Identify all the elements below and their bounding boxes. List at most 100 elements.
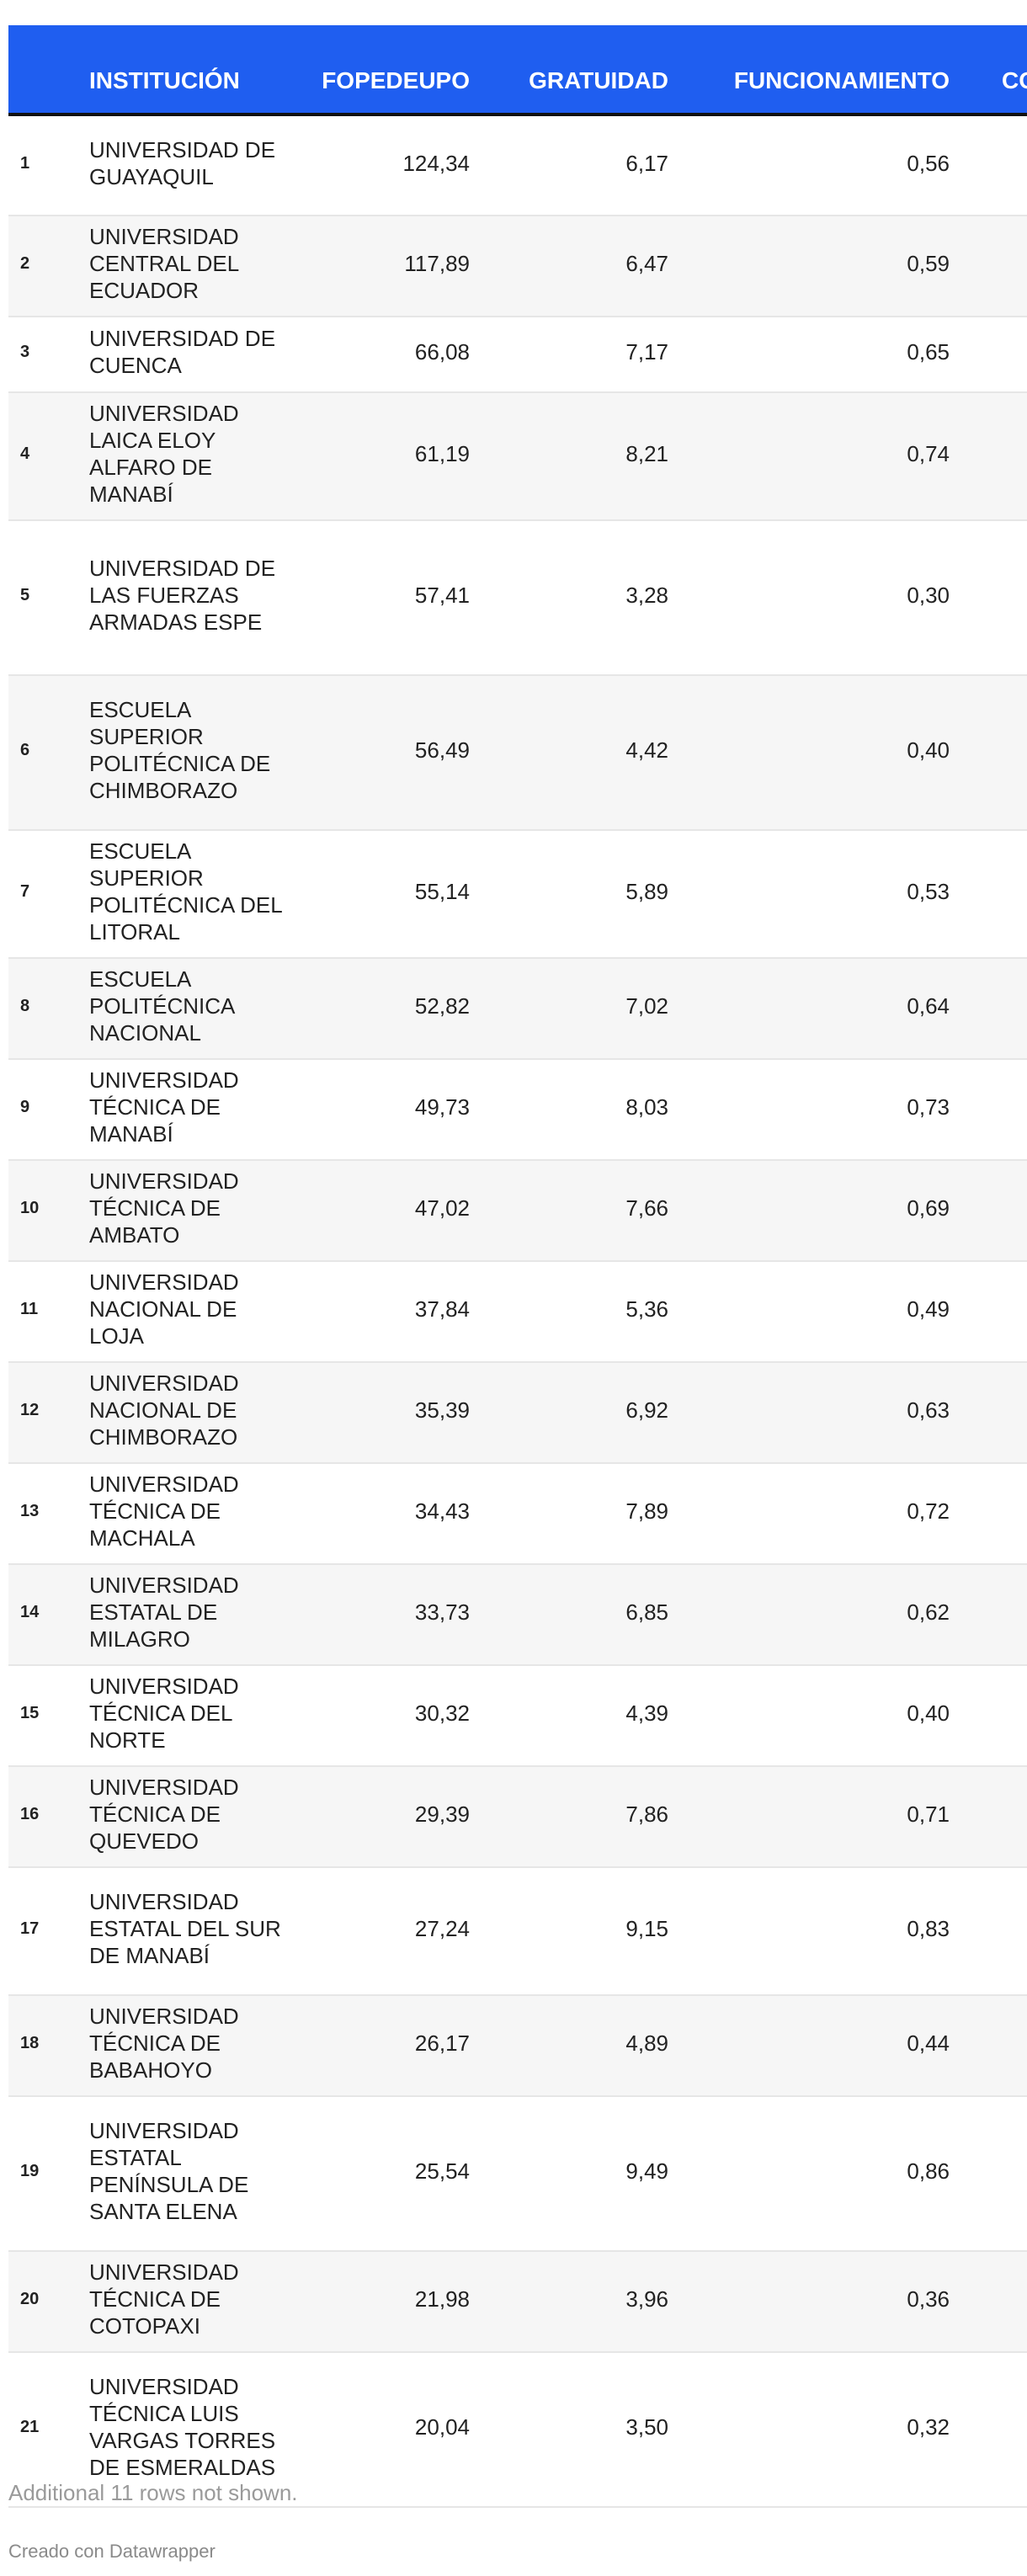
row-rank: 9 — [20, 1098, 30, 1116]
header-gratuidad[interactable]: GRATUIDAD — [470, 25, 668, 116]
row-funcionamiento: 0,63 — [907, 1397, 950, 1423]
row-funcionamiento: 0,49 — [907, 1296, 950, 1322]
row-co — [950, 392, 1027, 520]
row-rank: 17 — [20, 1919, 40, 1938]
row-institucion: ESCUELA SUPERIOR POLITÉCNICA DE CHIMBORA… — [89, 697, 271, 803]
row-institucion: UNIVERSIDAD NACIONAL DE LOJA — [89, 1269, 239, 1349]
row-institucion: UNIVERSIDAD TÉCNICA DEL NORTE — [89, 1674, 239, 1753]
row-fopedeupo: 56,49 — [414, 737, 470, 763]
row-institucion: UNIVERSIDAD NACIONAL DE CHIMBORAZO — [89, 1370, 239, 1450]
row-fopedeupo: 55,14 — [414, 879, 470, 904]
row-fopedeupo: 30,32 — [414, 1700, 470, 1726]
row-rank: 3 — [20, 343, 30, 361]
row-rank: 10 — [20, 1199, 40, 1217]
table-row: 10 UNIVERSIDAD TÉCNICA DE AMBATO 47,02 7,66… — [8, 1160, 1027, 1261]
row-gratuidad: 8,03 — [625, 1094, 668, 1120]
table-row: 6 ESCUELA SUPERIOR POLITÉCNICA DE CHIMBOR… — [8, 675, 1027, 830]
row-rank: 5 — [20, 586, 30, 604]
header-fopedeupo[interactable]: FOPEDEUPO — [305, 25, 470, 116]
table-row: 19 UNIVERSIDAD ESTATAL PENÍNSULA DE SANTA… — [8, 2096, 1027, 2251]
row-gratuidad: 9,15 — [625, 1916, 668, 1941]
row-gratuidad: 6,17 — [625, 150, 668, 176]
row-rank: 7 — [20, 882, 30, 901]
table-row: 1 UNIVERSIDAD DE GUAYAQUIL 124,34 6,17 0,56 — [8, 114, 1027, 216]
row-co — [950, 2251, 1027, 2352]
row-gratuidad: 7,89 — [625, 1498, 668, 1524]
row-co — [950, 675, 1027, 830]
header-row: INSTITUCIÓN FOPEDEUPO GRATUIDAD FUNCIONA… — [8, 25, 1027, 116]
row-co — [950, 1463, 1027, 1564]
row-institucion: UNIVERSIDAD LAICA ELOY ALFARO DE MANABÍ — [89, 401, 239, 507]
row-rank: 2 — [20, 254, 30, 273]
row-institucion: UNIVERSIDAD ESTATAL DEL SUR DE MANABÍ — [89, 1889, 281, 1968]
row-institucion: UNIVERSIDAD DE CUENCA — [89, 326, 276, 378]
row-gratuidad: 5,36 — [625, 1296, 668, 1322]
row-co — [950, 1362, 1027, 1463]
row-fopedeupo: 34,43 — [414, 1498, 470, 1524]
row-funcionamiento: 0,30 — [907, 583, 950, 608]
row-gratuidad: 6,92 — [625, 1397, 668, 1423]
row-gratuidad: 5,89 — [625, 879, 668, 904]
table-row: 5 UNIVERSIDAD DE LAS FUERZAS ARMADAS ESPE… — [8, 520, 1027, 675]
table-row: 17 UNIVERSIDAD ESTATAL DEL SUR DE MANABÍ 2… — [8, 1867, 1027, 1995]
row-co — [950, 1867, 1027, 1995]
row-rank: 16 — [20, 1805, 40, 1823]
row-rank: 4 — [20, 444, 30, 463]
row-gratuidad: 6,47 — [625, 251, 668, 276]
rows-not-shown-note: Additional 11 rows not shown. — [8, 2480, 298, 2505]
row-co — [950, 1766, 1027, 1867]
row-co — [950, 1261, 1027, 1362]
row-gratuidad: 3,50 — [625, 2414, 668, 2440]
row-fopedeupo: 57,41 — [414, 583, 470, 608]
row-co — [950, 1160, 1027, 1261]
row-co — [950, 830, 1027, 958]
row-gratuidad: 3,96 — [625, 2286, 668, 2312]
row-co — [950, 1995, 1027, 2096]
row-institucion: UNIVERSIDAD ESTATAL PENÍNSULA DE SANTA E… — [89, 2118, 249, 2224]
data-table: INSTITUCIÓN FOPEDEUPO GRATUIDAD FUNCIONA… — [8, 25, 1027, 2508]
row-funcionamiento: 0,71 — [907, 1802, 950, 1827]
row-funcionamiento: 0,44 — [907, 2030, 950, 2056]
row-institucion: UNIVERSIDAD TÉCNICA LUIS VARGAS TORRES D… — [89, 2374, 276, 2480]
row-institucion: UNIVERSIDAD TÉCNICA DE MANABÍ — [89, 1067, 239, 1147]
row-institucion: UNIVERSIDAD TÉCNICA DE QUEVEDO — [89, 1775, 239, 1854]
row-fopedeupo: 21,98 — [414, 2286, 470, 2312]
row-gratuidad: 7,86 — [625, 1802, 668, 1827]
table-row: 3 UNIVERSIDAD DE CUENCA 66,08 7,17 0,65 — [8, 317, 1027, 392]
row-co — [950, 1059, 1027, 1160]
row-funcionamiento: 0,64 — [907, 993, 950, 1019]
row-fopedeupo: 35,39 — [414, 1397, 470, 1423]
header-funcionamiento[interactable]: FUNCIONAMIENTO — [668, 25, 950, 116]
row-fopedeupo: 20,04 — [414, 2414, 470, 2440]
header-institucion[interactable]: INSTITUCIÓN — [89, 25, 305, 116]
row-co — [950, 317, 1027, 392]
row-funcionamiento: 0,56 — [907, 150, 950, 176]
row-fopedeupo: 27,24 — [414, 1916, 470, 1941]
row-rank: 8 — [20, 997, 30, 1015]
row-institucion: UNIVERSIDAD TÉCNICA DE AMBATO — [89, 1168, 239, 1248]
table-header: INSTITUCIÓN FOPEDEUPO GRATUIDAD FUNCIONA… — [8, 25, 1027, 116]
row-institucion: UNIVERSIDAD CENTRAL DEL ECUADOR — [89, 224, 239, 303]
row-funcionamiento: 0,36 — [907, 2286, 950, 2312]
header-co[interactable]: CO — [950, 25, 1027, 116]
row-gratuidad: 4,42 — [625, 737, 668, 763]
datawrapper-credit[interactable]: Creado con Datawrapper — [8, 2541, 216, 2562]
table-row: 2 UNIVERSIDAD CENTRAL DEL ECUADOR 117,89 6,… — [8, 216, 1027, 317]
table-row: 7 ESCUELA SUPERIOR POLITÉCNICA DEL LITORA… — [8, 830, 1027, 958]
row-fopedeupo: 52,82 — [414, 993, 470, 1019]
table-row: 13 UNIVERSIDAD TÉCNICA DE MACHALA 34,43 7,8… — [8, 1463, 1027, 1564]
row-co — [950, 1665, 1027, 1766]
row-rank: 20 — [20, 2290, 40, 2308]
row-gratuidad: 7,17 — [625, 339, 668, 365]
header-rank — [8, 25, 89, 116]
row-rank: 19 — [20, 2162, 40, 2180]
row-fopedeupo: 33,73 — [414, 1599, 470, 1625]
row-funcionamiento: 0,65 — [907, 339, 950, 365]
row-fopedeupo: 47,02 — [414, 1195, 470, 1221]
row-institucion: UNIVERSIDAD TÉCNICA DE BABAHOYO — [89, 2004, 239, 2083]
row-co — [950, 958, 1027, 1059]
row-fopedeupo: 117,89 — [404, 251, 470, 276]
row-rank: 12 — [20, 1401, 40, 1419]
row-co — [950, 1564, 1027, 1665]
row-gratuidad: 3,28 — [625, 583, 668, 608]
